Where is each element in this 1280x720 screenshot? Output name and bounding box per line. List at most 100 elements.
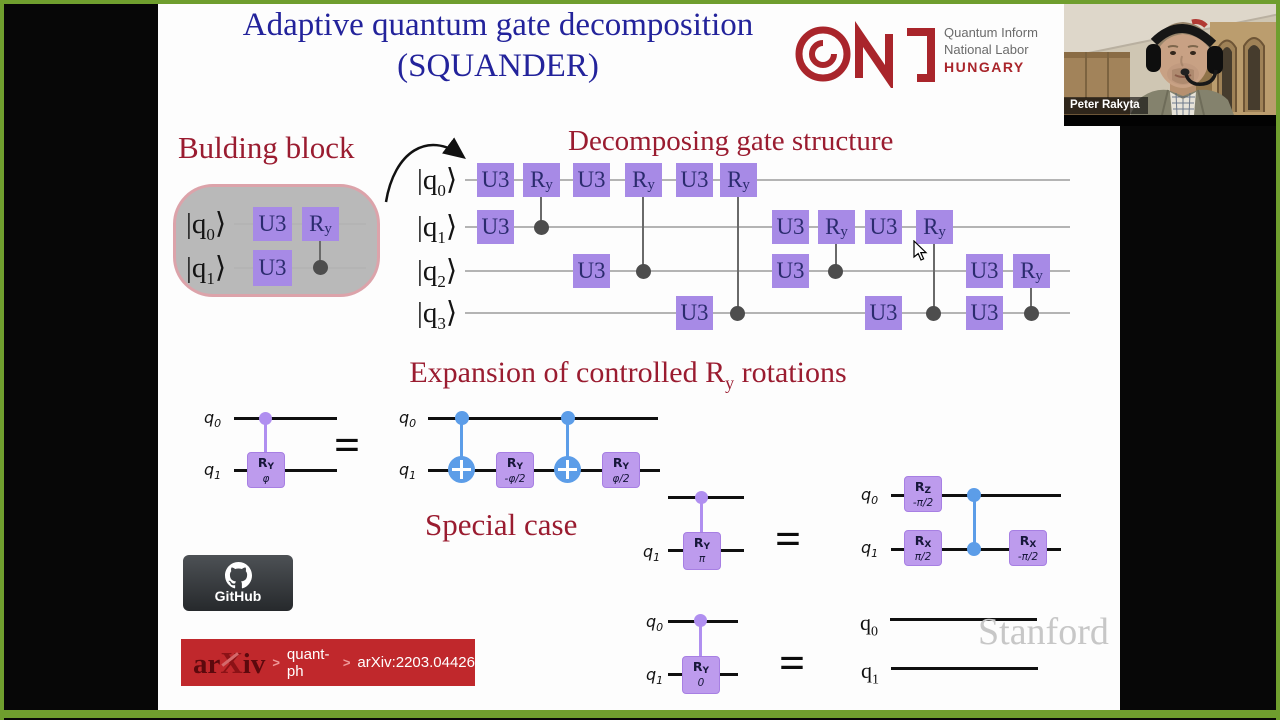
qubit-wire — [428, 469, 660, 472]
ry-gate: RY -φ/2 — [496, 452, 534, 488]
rx-gate: RX π/2 — [904, 530, 942, 566]
ry-gate: RY 0 — [682, 656, 720, 694]
u3-gate: U3 — [477, 163, 514, 197]
qubit-label: q0 — [860, 610, 878, 640]
control-dot — [534, 220, 549, 235]
u3-gate: U3 — [477, 210, 514, 244]
control-dot — [694, 614, 707, 627]
qubit-wire — [465, 179, 1070, 181]
qnl-logo-icon — [795, 21, 935, 88]
rz-gate: RZ -π/2 — [904, 476, 942, 512]
control-dot — [455, 411, 469, 425]
qubit-label: q1 — [861, 538, 879, 561]
u3-gate: U3 — [772, 210, 809, 244]
qubit-wire — [428, 417, 658, 420]
qubit-label: q1 — [646, 665, 664, 688]
control-stem — [700, 497, 703, 532]
arxiv-logo: arXiv — [193, 644, 266, 680]
heading-special-case: Special case — [425, 507, 578, 542]
github-label: GitHub — [214, 588, 262, 604]
control-dot — [926, 306, 941, 321]
webcam-tile[interactable]: Peter Rakyta — [1063, 0, 1280, 126]
equals-sign: = — [779, 637, 806, 688]
mouse-cursor-icon — [913, 240, 928, 261]
qubit-label: q0 — [204, 408, 222, 431]
qubit-label: q0 — [646, 612, 664, 635]
control-stem — [642, 197, 644, 271]
qnl-line3: HUNGARY — [944, 59, 1025, 75]
cnot-target-icon — [554, 456, 581, 483]
github-badge: GitHub — [183, 555, 293, 611]
control-stem — [1030, 288, 1032, 313]
qubit-wire — [234, 417, 337, 420]
u3-gate: U3 — [966, 296, 1003, 330]
ry-gate: RY φ/2 — [602, 452, 640, 488]
control-stem — [699, 621, 702, 656]
arxiv-category: quant-ph — [286, 645, 330, 680]
qubit-label: |q2⟩ — [417, 255, 458, 291]
curved-arrow-icon — [384, 137, 466, 203]
control-stem — [737, 197, 739, 313]
webcam-name-label: Peter Rakyta — [1064, 97, 1148, 114]
control-stem — [973, 495, 976, 549]
ry-gate: RY π — [683, 532, 721, 570]
control-dot — [636, 264, 651, 279]
title-line1: Adaptive quantum gate decomposition — [242, 7, 754, 43]
qubit-label: q1 — [204, 460, 222, 483]
equals-sign: = — [775, 513, 802, 564]
qubit-label: q0 — [399, 408, 417, 431]
control-dot — [313, 260, 328, 275]
control-dot — [967, 542, 981, 556]
qubit-label: q0 — [861, 485, 879, 508]
qubit-wire — [234, 267, 366, 269]
octocat-icon — [224, 562, 252, 589]
u3-gate: U3 — [966, 254, 1003, 288]
control-stem — [264, 418, 267, 454]
arxiv-paper-id: arXiv:2203.04426 — [357, 654, 475, 671]
u3-gate: U3 — [772, 254, 809, 288]
arxiv-badge: arXiv > quant-ph > arXiv:2203.04426 — [181, 639, 475, 686]
control-stem — [460, 418, 463, 471]
rx-gate: RX -π/2 — [1009, 530, 1047, 566]
qubit-label: |q1⟩ — [417, 211, 458, 247]
slide-title: Adaptive quantum gate decomposition (SQU… — [178, 4, 818, 86]
control-dot — [730, 306, 745, 321]
qubit-label: q1 — [861, 658, 879, 688]
qubit-label: |q3⟩ — [417, 297, 458, 333]
equals-sign: = — [334, 419, 361, 470]
control-stem — [933, 244, 935, 313]
control-dot — [695, 491, 708, 504]
heading-decomposing: Decomposing gate structure — [568, 125, 894, 157]
u3-gate: U3 — [253, 207, 292, 241]
control-dot — [561, 411, 575, 425]
title-line2: (SQUANDER) — [397, 48, 599, 84]
presentation-slide: Adaptive quantum gate decomposition (SQU… — [158, 4, 1120, 711]
heading-building-block: Bulding block — [178, 130, 355, 165]
qubit-label: |q0⟩ — [417, 164, 458, 200]
arxiv-separator: > — [272, 655, 280, 670]
qubit-label: |q1⟩ — [186, 252, 227, 288]
u3-gate: U3 — [676, 296, 713, 330]
qubit-label: q1 — [399, 460, 417, 483]
qnl-logo-text: Quantum Inform National Labor HUNGARY — [944, 24, 1064, 88]
control-stem — [835, 244, 837, 271]
control-stem — [566, 418, 569, 471]
control-stem — [540, 197, 542, 227]
qubit-wire — [234, 223, 366, 225]
qubit-label: |q0⟩ — [186, 208, 227, 244]
qubit-wire — [891, 667, 1038, 670]
u3-gate: U3 — [573, 163, 610, 197]
u3-gate: U3 — [573, 254, 610, 288]
u3-gate: U3 — [676, 163, 713, 197]
control-dot — [967, 488, 981, 502]
control-stem — [319, 241, 321, 268]
qubit-wire — [465, 226, 1070, 228]
webcam-letterbox — [1064, 115, 1280, 126]
cnot-target-icon — [448, 456, 475, 483]
u3-gate: U3 — [253, 250, 292, 286]
